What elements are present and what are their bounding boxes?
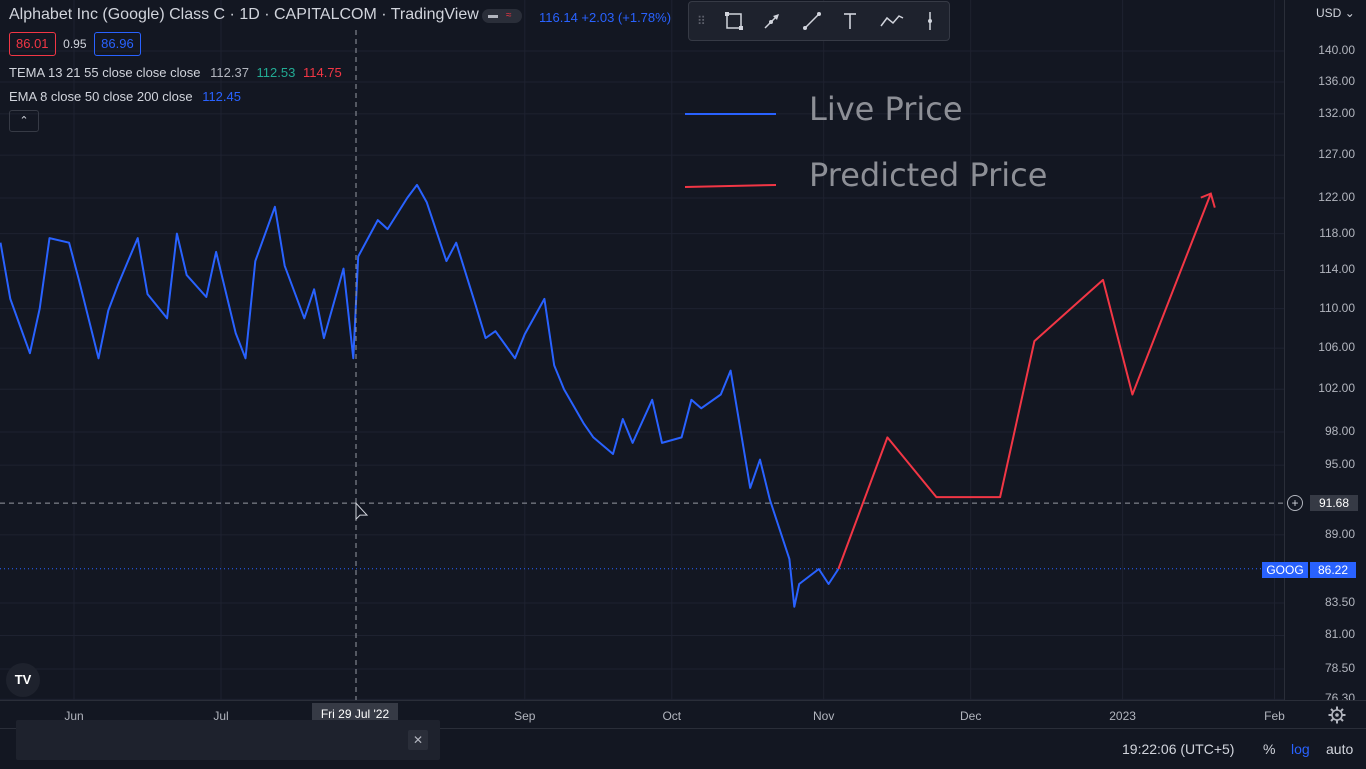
price-tick-label: 78.50 <box>1324 660 1355 675</box>
time-tick-label: Sep <box>514 709 536 723</box>
rectangle-icon <box>725 12 743 30</box>
arrow-tool-button[interactable] <box>753 2 791 40</box>
price-change: 116.14 +2.03 (+1.78%) <box>539 10 672 25</box>
tema-label: TEMA 13 21 55 close close close <box>9 65 201 80</box>
time-tick-label: Jul <box>213 709 229 723</box>
ema-label: EMA 8 close 50 close 200 close <box>9 89 193 104</box>
symbol-price-tag: GOOG <box>1262 562 1308 578</box>
price-tick-label: 136.00 <box>1318 73 1355 88</box>
predicted-arrow-head <box>1200 192 1216 208</box>
tema-value-2: 112.53 <box>256 65 296 80</box>
collapse-legend-button[interactable]: ⌃ <box>9 110 39 132</box>
chevron-up-icon: ⌃ <box>19 115 29 127</box>
rectangle-tool-button[interactable] <box>715 2 753 40</box>
price-tick-label: 127.00 <box>1318 147 1355 162</box>
chart-pane[interactable]: Alphabet Inc (Google) Class C · 1D · CAP… <box>0 0 1284 700</box>
vertical-line-icon <box>928 12 932 30</box>
close-icon[interactable]: ✕ <box>408 730 428 750</box>
time-tick-label: Oct <box>662 709 682 723</box>
price-tick-label: 132.00 <box>1318 105 1355 120</box>
tema-value-3: 114.75 <box>302 65 342 80</box>
price-lines <box>0 113 1216 608</box>
chevron-down-icon: ⌄ <box>1344 6 1355 20</box>
price-tick-label: 106.00 <box>1318 340 1355 355</box>
symbol-title[interactable]: Alphabet Inc (Google) Class C · 1D · CAP… <box>9 6 479 23</box>
price-tick-label: 98.00 <box>1324 423 1355 438</box>
spread-value: 0.95 <box>63 37 87 51</box>
percent-scale-button[interactable]: % <box>1263 741 1276 757</box>
time-tick-label: Dec <box>960 709 982 723</box>
vertical-line-tool-button[interactable] <box>911 2 949 40</box>
price-tick-label: 118.00 <box>1319 225 1355 240</box>
time-tick-label: Nov <box>813 709 835 723</box>
ask-price[interactable]: 86.96 <box>94 32 141 56</box>
live-price-line[interactable] <box>0 183 840 608</box>
path-icon <box>880 15 904 27</box>
price-tick-label: 102.00 <box>1318 381 1355 396</box>
tema-value-1: 112.37 <box>210 65 249 80</box>
price-tick-label: 95.00 <box>1324 457 1355 472</box>
path-tool-button[interactable] <box>871 2 909 40</box>
add-alert-plus-icon[interactable]: + <box>1287 495 1303 511</box>
eye-icon: ▬ <box>488 10 498 21</box>
currency-label: USD <box>1316 6 1342 20</box>
mouse-cursor-icon <box>355 501 369 521</box>
market-closed-icon: ≈ <box>506 10 512 21</box>
price-tick-label: 140.00 <box>1318 43 1355 57</box>
gear-icon[interactable] <box>1328 706 1346 724</box>
drawing-toolbar[interactable]: ⠿ <box>688 1 950 41</box>
ema-value-1: 112.45 <box>202 89 241 104</box>
predicted-price-legend-swatch <box>684 184 777 188</box>
status-indicators[interactable]: ▬ ≈ <box>482 9 522 23</box>
arrow-icon <box>764 14 779 29</box>
chart-canvas[interactable] <box>0 0 1284 700</box>
trend-line-icon <box>803 12 821 30</box>
time-tick-label: Jun <box>64 709 84 723</box>
price-tick-label: 83.50 <box>1324 595 1355 609</box>
trend-line-tool-button[interactable] <box>793 2 831 40</box>
price-tick-label: 81.00 <box>1324 627 1355 642</box>
text-tool-button[interactable] <box>831 2 869 40</box>
price-tick-label: 114.00 <box>1319 262 1355 277</box>
crosshair <box>0 30 1284 700</box>
price-tick-label: 110.00 <box>1319 300 1355 315</box>
drag-handle-icon[interactable]: ⠿ <box>697 14 707 28</box>
auto-scale-button[interactable]: auto <box>1326 741 1354 757</box>
crosshair-date-label: Fri 29 Jul '22 <box>312 703 398 725</box>
price-axis[interactable]: 140.00 136.00 132.00 127.00 122.00 118.00 114.… <box>1284 0 1366 705</box>
predicted-price-legend-label: Predicted Price <box>809 156 1048 194</box>
bid-price[interactable]: 86.01 <box>9 32 56 56</box>
tradingview-logo[interactable]: TV <box>6 663 40 697</box>
time-tick-label: 2023 <box>1109 709 1136 723</box>
price-tick-label: 122.00 <box>1318 190 1355 204</box>
tema-indicator-legend[interactable]: TEMA 13 21 55 close close close 112.37 1… <box>9 65 342 80</box>
last-price-label: 86.22 <box>1310 562 1356 578</box>
grid <box>0 0 1284 700</box>
ema-indicator-legend[interactable]: EMA 8 close 50 close 200 close 112.45 <box>9 89 241 104</box>
bottom-panel[interactable]: ✕ <box>16 720 440 760</box>
currency-selector[interactable]: USD ⌄ <box>1316 6 1355 20</box>
log-scale-button[interactable]: log <box>1291 741 1310 757</box>
predicted-price-line[interactable] <box>837 193 1212 570</box>
text-icon <box>844 13 856 29</box>
clock-time[interactable]: 19:22:06 (UTC+5) <box>1122 741 1235 757</box>
crosshair-price-label: 91.68 <box>1310 495 1358 511</box>
price-tick-label: 89.00 <box>1324 526 1355 541</box>
time-axis[interactable]: Jun Jul Sep Oct Nov Dec 2023 Feb <box>0 700 1366 729</box>
time-tick-label: Feb <box>1264 709 1285 723</box>
live-price-legend-label: Live Price <box>809 90 963 128</box>
